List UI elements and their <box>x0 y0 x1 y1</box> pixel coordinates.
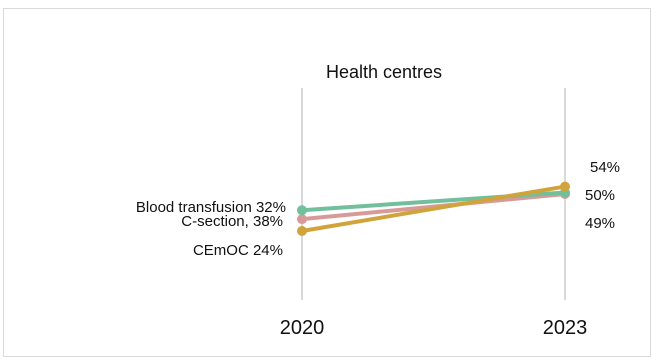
series-line-cemoc <box>300 184 567 233</box>
label-cemoc-2023: 54% <box>590 159 620 176</box>
label-c-section-2020: C-section, 38% <box>181 213 283 230</box>
chart-title: Health centres <box>326 62 442 82</box>
x-tick-2020: 2020 <box>280 317 325 339</box>
label-blood-transfusion-2020: Blood transfusion 32% <box>136 199 286 216</box>
label-cemoc-2020: CEmOC 24% <box>193 242 283 259</box>
data-point-c-section-2020 <box>297 205 307 216</box>
label-blood-transfusion-2023: 49% <box>585 215 615 232</box>
chart-frame <box>3 8 651 357</box>
label-c-section-2023: 50% <box>585 187 615 204</box>
data-point-cemoc-2020 <box>297 225 307 236</box>
data-point-cemoc-2023 <box>560 181 570 192</box>
series-line-blood-transfusion <box>300 191 567 222</box>
x-tick-2023: 2023 <box>543 317 588 339</box>
data-point-blood-transfusion-2020 <box>297 214 307 225</box>
series-layer <box>297 181 570 236</box>
